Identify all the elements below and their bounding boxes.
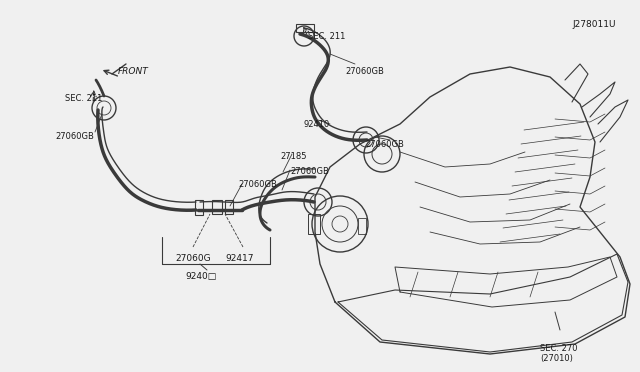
Bar bbox=[308, 214, 320, 234]
Text: 27060GB: 27060GB bbox=[345, 67, 384, 76]
Bar bbox=[358, 218, 366, 234]
Text: 92410: 92410 bbox=[303, 120, 329, 129]
Bar bbox=[195, 200, 203, 215]
Text: J278011U: J278011U bbox=[572, 20, 616, 29]
Text: 27060GB: 27060GB bbox=[365, 140, 404, 149]
Text: 92417: 92417 bbox=[225, 254, 253, 263]
Text: 27060GB: 27060GB bbox=[55, 132, 94, 141]
Text: SEC. 211: SEC. 211 bbox=[308, 32, 346, 41]
Bar bbox=[212, 200, 222, 214]
Bar bbox=[225, 200, 233, 214]
Text: 27060G: 27060G bbox=[175, 254, 211, 263]
Text: FRONT: FRONT bbox=[118, 67, 148, 76]
Text: 27185: 27185 bbox=[280, 152, 307, 161]
Text: SEC. 270
(27010): SEC. 270 (27010) bbox=[540, 344, 577, 363]
Bar bbox=[296, 24, 314, 32]
Text: SEC. 211: SEC. 211 bbox=[65, 94, 102, 103]
Text: 27060GB: 27060GB bbox=[238, 180, 277, 189]
Text: 27060GB: 27060GB bbox=[290, 167, 329, 176]
Text: 9240□: 9240□ bbox=[185, 272, 216, 281]
